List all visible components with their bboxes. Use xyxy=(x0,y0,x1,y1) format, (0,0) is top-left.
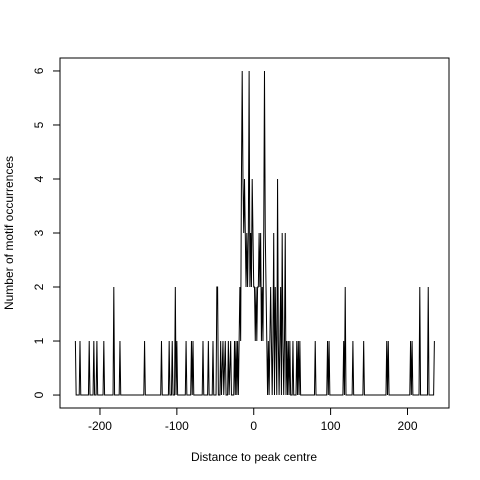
y-tick-label: 4 xyxy=(32,175,46,182)
x-tick-label: -100 xyxy=(165,419,189,433)
y-tick-label: 3 xyxy=(32,229,46,236)
y-tick-label: 0 xyxy=(32,391,46,398)
y-axis-label: Number of motif occurrences xyxy=(2,156,16,310)
x-tick-label: 100 xyxy=(321,419,341,433)
y-tick-label: 1 xyxy=(32,337,46,344)
x-tick-label: 200 xyxy=(397,419,417,433)
x-tick-label: 0 xyxy=(250,419,257,433)
x-axis-label: Distance to peak centre xyxy=(191,450,317,464)
y-tick-label: 5 xyxy=(32,121,46,128)
y-tick-label: 6 xyxy=(32,67,46,74)
x-tick-label: -200 xyxy=(88,419,112,433)
y-tick-label: 2 xyxy=(32,283,46,290)
data-line xyxy=(74,70,435,396)
plot-box xyxy=(59,57,450,409)
